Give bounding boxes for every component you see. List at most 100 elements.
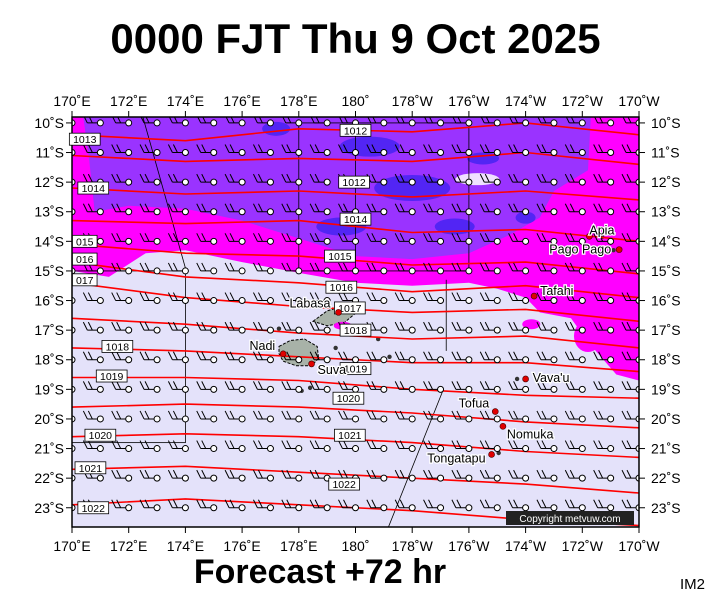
isobar-label: 017 bbox=[72, 273, 98, 287]
wind-barb bbox=[309, 351, 331, 364]
wind-barb bbox=[451, 321, 473, 334]
wind-barb bbox=[423, 233, 445, 245]
wind-barb bbox=[196, 499, 218, 512]
wind-barb bbox=[338, 233, 359, 245]
isobar-line bbox=[72, 219, 639, 243]
copyright-text: Copyright metvuw.com bbox=[519, 514, 620, 525]
lon-label-top: 174˚W bbox=[505, 93, 547, 109]
lat-label-left: 20˚S bbox=[34, 411, 64, 427]
place-label: Tafahi bbox=[540, 284, 573, 298]
lat-label-right: 20˚S bbox=[651, 411, 681, 427]
wind-barb bbox=[479, 499, 501, 512]
wind-barb bbox=[452, 117, 473, 127]
svg-text:1021: 1021 bbox=[79, 463, 103, 475]
wind-barb bbox=[451, 351, 473, 364]
isobar-line bbox=[72, 403, 639, 429]
wind-barb bbox=[564, 381, 586, 393]
wind-barb bbox=[508, 321, 530, 334]
wind-barb bbox=[253, 233, 274, 245]
lon-label-top: 176˚E bbox=[223, 93, 260, 109]
lat-label-left: 10˚S bbox=[34, 115, 64, 131]
wind-barb bbox=[536, 144, 558, 157]
wind-barb bbox=[508, 351, 530, 364]
wind-barb bbox=[451, 292, 473, 305]
wind-barb bbox=[366, 410, 388, 423]
wind-barb bbox=[394, 233, 416, 245]
place-label: Pago Pago bbox=[549, 243, 611, 257]
lat-label-left: 14˚S bbox=[34, 233, 64, 249]
wind-barb bbox=[82, 440, 104, 453]
wind-barb bbox=[309, 410, 331, 423]
wind-barb bbox=[479, 351, 501, 364]
wind-barb bbox=[508, 262, 530, 275]
place-label: Nadi bbox=[249, 339, 275, 353]
wind-barb bbox=[253, 499, 274, 512]
wind-barb bbox=[82, 144, 104, 157]
wind-barb bbox=[139, 233, 161, 245]
wind-barb bbox=[423, 321, 445, 334]
wind-barb bbox=[508, 144, 530, 157]
isobar-label: 1014 bbox=[77, 181, 110, 195]
wind-barb bbox=[394, 410, 416, 423]
wind-barb bbox=[366, 351, 388, 364]
wind-barb bbox=[451, 233, 473, 245]
wind-barb bbox=[139, 173, 161, 186]
wind-barb bbox=[394, 469, 416, 482]
wind-barb bbox=[224, 499, 246, 512]
wind-barb bbox=[394, 144, 416, 157]
wind-barb bbox=[167, 410, 189, 423]
small-island bbox=[333, 345, 338, 351]
wind-barb bbox=[423, 410, 445, 423]
wind-barb bbox=[167, 292, 189, 305]
lat-label-right: 12˚S bbox=[651, 174, 681, 190]
wind-barb bbox=[564, 262, 586, 275]
wind-barb bbox=[281, 292, 303, 305]
place-marker bbox=[522, 375, 529, 383]
svg-text:016: 016 bbox=[76, 254, 94, 266]
wind-barb bbox=[479, 262, 501, 275]
wind-barb bbox=[224, 381, 246, 393]
wind-barb bbox=[83, 117, 104, 127]
wind-barb bbox=[139, 203, 161, 216]
wind-barb bbox=[139, 321, 161, 334]
wind-barb bbox=[111, 292, 133, 305]
wind-barb bbox=[196, 203, 218, 216]
svg-text:1022: 1022 bbox=[82, 503, 106, 515]
isobar-label: 1015 bbox=[324, 249, 356, 263]
wind-barb bbox=[167, 262, 189, 275]
lon-label-top: 178˚W bbox=[392, 93, 434, 109]
wind-barb bbox=[509, 117, 530, 127]
svg-text:1015: 1015 bbox=[328, 251, 352, 263]
wind-barb bbox=[423, 381, 445, 393]
wind-barb bbox=[281, 440, 303, 453]
wind-barb bbox=[111, 410, 133, 423]
wind-barb bbox=[564, 144, 586, 157]
wind-barb bbox=[366, 262, 388, 275]
wind-barb bbox=[111, 144, 133, 157]
wind-barb bbox=[167, 144, 189, 157]
wind-barb bbox=[197, 117, 218, 127]
lat-label-right: 11˚S bbox=[651, 145, 680, 161]
wind-barb bbox=[253, 144, 274, 157]
wind-barb bbox=[394, 499, 416, 512]
wind-barb bbox=[479, 292, 501, 305]
wind-barb bbox=[111, 499, 133, 512]
isobar-labels: 1012 1013 1012 1014 1014 015 1015 016 017 1016 101… bbox=[68, 123, 372, 515]
lon-label-top: 176˚W bbox=[448, 93, 490, 109]
image-code: IM2 bbox=[680, 576, 706, 593]
lon-label-top: 170˚W bbox=[618, 93, 660, 109]
wind-barb bbox=[253, 203, 274, 216]
isobar-label: 1022 bbox=[328, 477, 360, 491]
island-viti-levu bbox=[278, 338, 320, 367]
place-marker bbox=[615, 246, 623, 253]
place-marker bbox=[308, 360, 315, 368]
place-label: Suva bbox=[318, 363, 347, 377]
place-marker bbox=[586, 232, 593, 240]
wind-barb bbox=[139, 292, 161, 305]
precip-light-cell bbox=[573, 320, 602, 353]
wind-barb bbox=[593, 381, 615, 393]
lat-label-right: 23˚S bbox=[651, 500, 681, 516]
wind-barb bbox=[309, 321, 331, 334]
wind-barb bbox=[224, 292, 246, 305]
isobar-label: 1020 bbox=[84, 428, 117, 442]
